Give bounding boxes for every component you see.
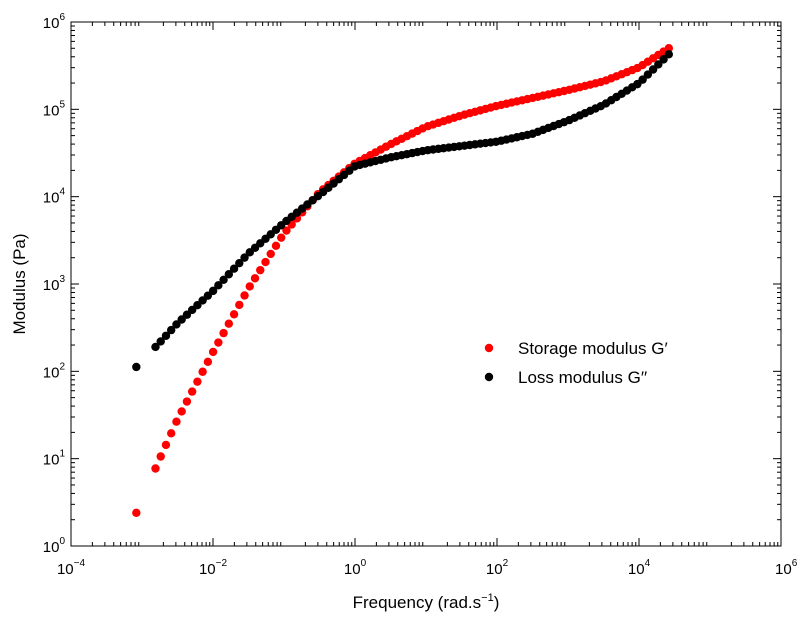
data-point	[161, 331, 171, 340]
data-point	[240, 253, 249, 262]
data-point	[208, 347, 218, 357]
y-tick-label: 100	[43, 536, 66, 556]
legend-marker-storage	[484, 343, 494, 353]
data-point	[643, 70, 653, 79]
x-tick-label: 10−4	[57, 558, 86, 578]
data-point	[219, 275, 228, 284]
data-point	[203, 357, 213, 367]
data-point	[167, 429, 176, 438]
data-point	[261, 257, 270, 267]
y-axis: 100 101 102 103 104 105 106	[43, 12, 781, 556]
legend: Storage modulus G′ Loss modulus G′′	[484, 339, 668, 387]
data-point	[208, 286, 218, 296]
data-point	[229, 264, 239, 273]
data-point	[235, 258, 244, 268]
data-point	[132, 508, 141, 518]
data-point	[256, 265, 265, 275]
legend-marker-loss	[484, 372, 494, 382]
data-point	[167, 325, 176, 335]
x-tick-label: 106	[775, 558, 798, 578]
data-point	[654, 60, 663, 69]
data-point	[648, 65, 658, 74]
data-point	[193, 377, 202, 386]
data-point	[187, 387, 197, 396]
x-axis: 10−4 10−2 100 102 104 106	[57, 22, 798, 578]
x-tick-label: 100	[344, 558, 367, 578]
data-point	[177, 407, 186, 416]
legend-label-storage: Storage modulus G′	[518, 339, 668, 358]
data-point	[214, 338, 223, 347]
data-point	[151, 464, 160, 473]
data-point	[229, 310, 239, 319]
data-point	[161, 440, 171, 450]
data-point	[638, 75, 647, 84]
data-point	[156, 337, 165, 346]
x-tick-label: 104	[628, 558, 651, 578]
y-tick-label: 106	[43, 12, 66, 32]
data-point	[224, 319, 234, 328]
data-point	[132, 362, 141, 372]
data-point	[182, 397, 192, 406]
data-point	[198, 367, 207, 376]
data-point	[156, 452, 165, 461]
y-axis-label: Modulus (Pa)	[10, 233, 29, 334]
y-tick-label: 102	[43, 361, 66, 381]
data-point	[214, 281, 223, 290]
y-tick-label: 105	[43, 99, 66, 119]
y-tick-label: 104	[43, 187, 66, 207]
data-point	[245, 282, 254, 291]
data-point	[172, 320, 181, 329]
data-point	[277, 233, 286, 242]
data-point	[219, 328, 228, 338]
data-point	[250, 274, 260, 283]
data-point	[664, 44, 674, 53]
legend-label-loss: Loss modulus G′′	[518, 368, 647, 387]
data-point	[659, 55, 668, 64]
data-point	[271, 241, 281, 250]
data-point	[151, 342, 160, 352]
data-point	[224, 270, 234, 279]
data-point	[266, 249, 275, 259]
series-loss-modulus	[132, 50, 674, 372]
x-axis-label: Frequency (rad.s−1)	[353, 592, 500, 612]
plot-area	[70, 21, 782, 547]
data-point	[664, 50, 674, 59]
data-point	[235, 300, 244, 310]
series-layer	[132, 44, 674, 518]
y-tick-label: 103	[43, 274, 66, 294]
data-point	[172, 417, 181, 426]
data-point	[240, 291, 249, 300]
y-tick-label: 101	[43, 449, 66, 469]
x-tick-label: 102	[486, 558, 509, 578]
x-tick-label: 10−2	[199, 558, 228, 578]
data-point	[282, 226, 291, 235]
